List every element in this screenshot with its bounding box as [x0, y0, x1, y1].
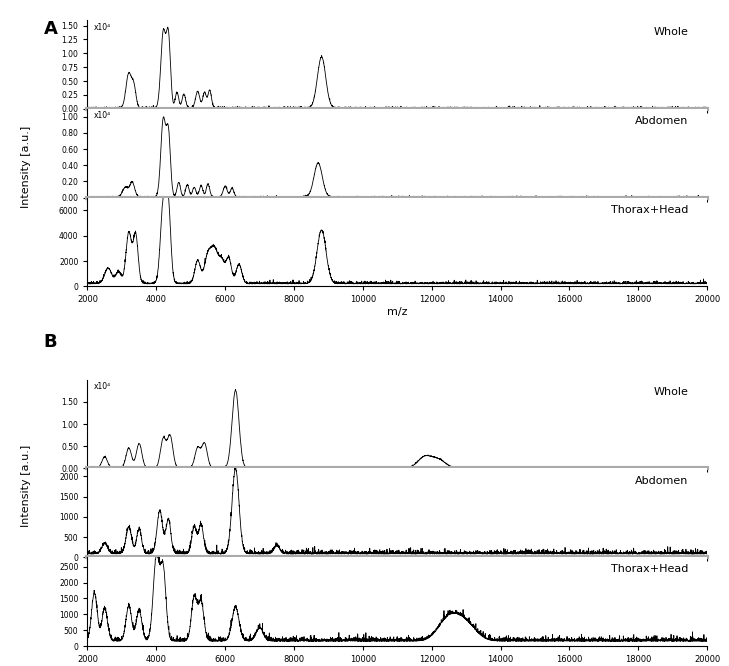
- Text: Abdomen: Abdomen: [635, 476, 688, 486]
- Text: Thorax+Head: Thorax+Head: [611, 564, 688, 574]
- Text: Whole: Whole: [654, 27, 688, 37]
- Text: x10⁴: x10⁴: [93, 111, 111, 121]
- Text: Whole: Whole: [654, 387, 688, 397]
- Text: Abdomen: Abdomen: [635, 116, 688, 126]
- Text: Intensity [a.u.]: Intensity [a.u.]: [20, 125, 31, 208]
- Text: x10⁴: x10⁴: [93, 23, 111, 32]
- Text: B: B: [44, 333, 58, 351]
- Text: x10⁴: x10⁴: [93, 382, 111, 392]
- Text: Thorax+Head: Thorax+Head: [611, 204, 688, 214]
- Text: Intensity [a.u.]: Intensity [a.u.]: [20, 445, 31, 527]
- Text: A: A: [44, 20, 58, 38]
- X-axis label: m/z: m/z: [387, 307, 408, 317]
